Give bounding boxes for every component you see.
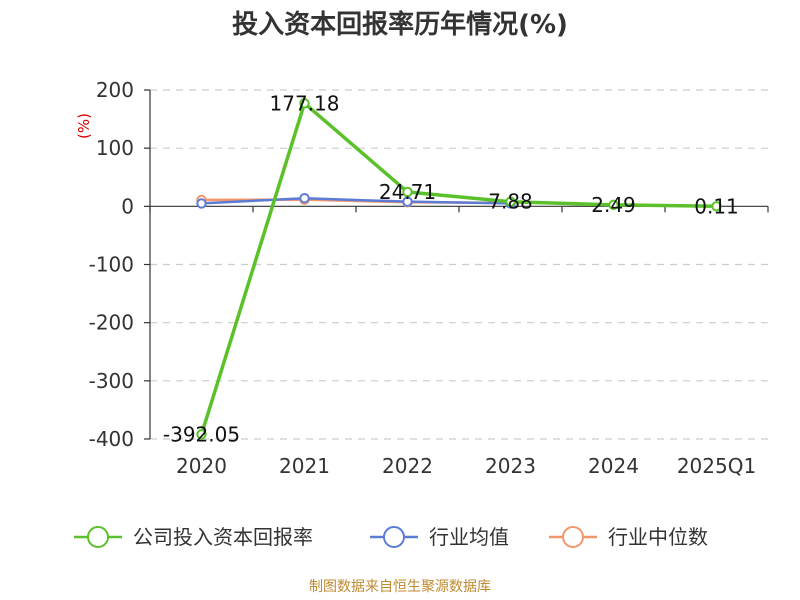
data-label: -392.05 (163, 422, 240, 446)
data-point[interactable] (196, 198, 207, 209)
series-line (199, 101, 719, 437)
x-tick-label: 2021 (279, 454, 330, 478)
legend-label: 行业中位数 (608, 525, 708, 549)
data-label: 177.18 (270, 91, 340, 115)
y-axis-unit: (%) (75, 113, 93, 139)
data-point[interactable] (299, 192, 310, 204)
x-tick-label: 2023 (485, 454, 536, 478)
y-tick-label: -100 (89, 253, 134, 277)
legend-marker-icon (383, 526, 405, 548)
legend-item[interactable]: 行业中位数 (549, 525, 708, 549)
data-point[interactable] (402, 196, 413, 207)
data-point[interactable] (402, 186, 413, 198)
y-tick-label: 0 (121, 194, 134, 218)
data-label: 2.49 (591, 193, 636, 217)
y-tick-label: -200 (89, 311, 134, 335)
legend-label: 公司投入资本回报率 (133, 525, 313, 549)
legend-item[interactable]: 公司投入资本回报率 (74, 525, 313, 549)
data-point[interactable] (196, 429, 207, 440)
x-tick-label: 2025Q1 (677, 454, 756, 478)
grid-layer (150, 89, 768, 440)
data-label: 7.88 (488, 190, 533, 214)
x-tick-label: 2024 (588, 454, 639, 478)
data-label: 24.71 (379, 180, 436, 204)
series-layer (196, 98, 722, 440)
data-point[interactable] (711, 201, 722, 212)
chart-title: 投入资本回报率历年情况(%) (232, 9, 568, 40)
axes-layer: 200 100 0 -100 -200 -300 -400 2020 2021 2022 2023 2… (89, 78, 769, 478)
y-tick-label: 100 (96, 136, 134, 160)
legend-marker-icon (562, 526, 584, 548)
legend-item[interactable]: 行业均值 (370, 525, 509, 549)
source-note: 制图数据来自恒生聚源数据库 (309, 579, 491, 595)
y-tick-label: 200 (96, 78, 134, 102)
data-point[interactable] (608, 199, 619, 211)
legend[interactable]: 公司投入资本回报率 行业均值 行业中位数 (74, 525, 708, 549)
data-point[interactable] (505, 196, 516, 207)
legend-marker-icon (87, 526, 109, 548)
y-tick-label: -400 (89, 427, 134, 451)
legend-label: 行业均值 (429, 525, 509, 549)
data-label: 0.11 (694, 194, 739, 218)
y-tick-label: -300 (89, 369, 134, 393)
data-point[interactable] (299, 98, 310, 109)
x-tick-label: 2020 (176, 454, 227, 478)
series-line (200, 196, 512, 205)
x-tick-label: 2022 (382, 454, 433, 478)
labels-layer: -392.05 177.18 24.71 7.88 2.49 0.11 (163, 91, 739, 446)
